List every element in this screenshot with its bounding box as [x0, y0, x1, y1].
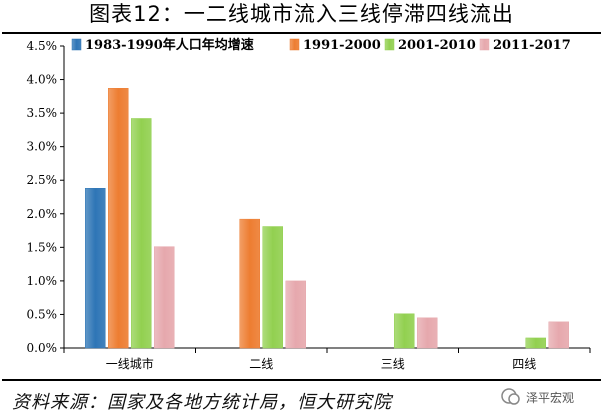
bar: [262, 226, 283, 349]
x-tick-label: 一线城市: [106, 356, 154, 371]
y-tick-label: 4.5%: [27, 39, 58, 53]
x-tick-label: 四线: [512, 357, 536, 371]
bar: [394, 313, 415, 349]
bar: [108, 88, 129, 349]
bar: [285, 280, 306, 349]
y-tick-label: 1.0%: [27, 274, 58, 288]
bar: [239, 218, 260, 349]
legend-swatch: [289, 38, 300, 51]
y-tick-label: 3.5%: [27, 106, 58, 120]
y-tick-label: 4.0%: [27, 73, 58, 87]
legend-label: 1991-2000: [303, 38, 381, 53]
x-tick-label: 三线: [381, 357, 405, 371]
bottom-rule: [2, 379, 601, 381]
bars: [85, 88, 569, 349]
bar: [548, 321, 569, 349]
bar: [417, 317, 438, 349]
axes: 0.0% 0.5% 1.0% 1.5% 2.0% 2.5% 3.0% 3.5% 4.0% 4.5%…: [27, 39, 591, 371]
y-tick-label: 2.5%: [27, 173, 58, 187]
legend-swatch: [71, 38, 82, 51]
legend-label: 2001-2010: [398, 38, 476, 53]
bar: [85, 188, 106, 349]
y-tick-label: 0.5%: [27, 307, 58, 321]
wechat-icon: [501, 388, 520, 405]
chart-title: 图表12：一二线城市流入三线停滞四线流出: [89, 2, 514, 26]
bar-chart: 1983-1990年人口年均增速 1991-2000 2001-2010 2011-2…: [27, 37, 591, 371]
legend-swatch: [384, 38, 395, 51]
y-tick-label: 2.0%: [27, 207, 58, 221]
legend-label: 1983-1990年人口年均增速: [85, 37, 254, 53]
bar: [131, 118, 152, 349]
y-tick-label: 1.5%: [27, 240, 58, 254]
source-note: 资料来源：国家及各地方统计局，恒大研究院: [12, 392, 392, 413]
bar: [154, 246, 175, 349]
watermark-text: 泽平宏观: [526, 390, 575, 405]
y-tick-label: 3.0%: [27, 140, 58, 154]
top-rule: [2, 32, 601, 34]
watermark: 泽平宏观: [500, 384, 574, 410]
legend-label: 2011-2017: [493, 38, 571, 53]
legend: 1983-1990年人口年均增速 1991-2000 2001-2010 2011-2…: [71, 37, 571, 53]
legend-swatch: [479, 38, 490, 51]
bar: [525, 337, 546, 349]
x-tick-label: 二线: [249, 357, 273, 371]
y-tick-label: 0.0%: [27, 341, 58, 355]
